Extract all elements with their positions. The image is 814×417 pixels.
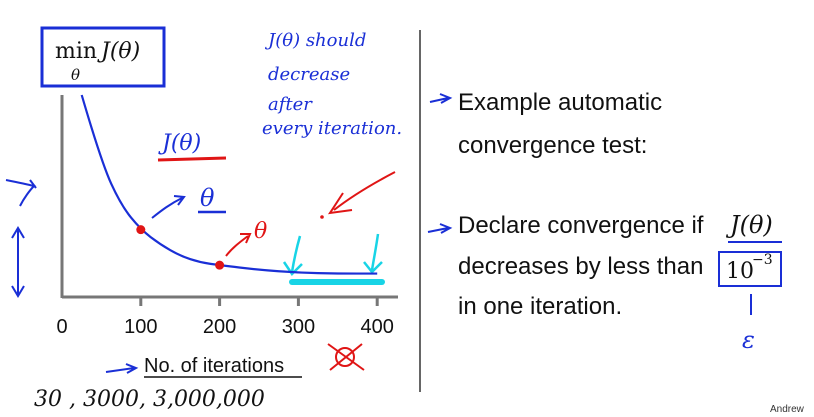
left-squiggle-arrow (5, 179, 37, 207)
xlabel-arrow (105, 363, 139, 374)
cyan-arrow-left (282, 235, 303, 276)
j-theta-underline (157, 156, 227, 162)
x-tick-label: 200 (203, 316, 236, 338)
red-arrow-to-theta-2 (225, 233, 252, 257)
x-tick-label: 0 (56, 316, 67, 338)
bullet-arrow-1 (429, 93, 453, 104)
theta-handwritten-2: θ (254, 219, 267, 244)
highlighted-point (215, 260, 225, 270)
bullet2-math: J(θ) (725, 211, 773, 239)
formula-expr: J(θ) (97, 39, 140, 64)
formula-box (40, 26, 166, 88)
crossed-circle (335, 347, 355, 367)
iteration-examples: 30 , 3000, 3,000,000 (34, 387, 265, 412)
left-double-arrow (11, 226, 25, 298)
bullet1-line2: convergence test: (458, 132, 647, 159)
threshold-base: 10 (726, 259, 754, 284)
x-tick-label: 100 (124, 316, 157, 338)
note-line3: after (268, 94, 313, 115)
formula-min: min (55, 39, 97, 64)
cost-curve (80, 94, 378, 275)
epsilon-handwritten: ε (742, 326, 755, 354)
red-arrow-down-left (327, 171, 396, 215)
note-line2: decrease (268, 64, 350, 85)
threshold-box (718, 251, 782, 287)
cross-mark (327, 343, 365, 371)
theta-handwritten-1: θ (200, 184, 215, 212)
note-line1: J(θ) should (264, 30, 366, 51)
threshold-exponent: −3 (752, 252, 773, 268)
formula-sub: θ (71, 66, 80, 84)
credit-text: Andrew (770, 404, 805, 415)
highlighted-point (136, 225, 146, 235)
red-dot (320, 215, 324, 219)
x-tick-label: 400 (361, 316, 394, 338)
bullet2-line1: Declare convergence if (458, 212, 704, 239)
bullet-arrow-2 (427, 223, 453, 234)
bullet2-line3: in one iteration. (458, 293, 622, 320)
bullet1-line1: Example automatic (458, 89, 662, 116)
j-theta-handwritten: J(θ) (158, 131, 201, 156)
x-tick-label: 300 (282, 316, 315, 338)
note-line4: every iteration. (262, 118, 402, 139)
x-axis-label: No. of iterations (144, 355, 284, 377)
cyan-arrow-right (363, 233, 383, 274)
bullet2-line2: decreases by less than (458, 253, 703, 280)
arrow-to-theta-1 (151, 195, 186, 219)
